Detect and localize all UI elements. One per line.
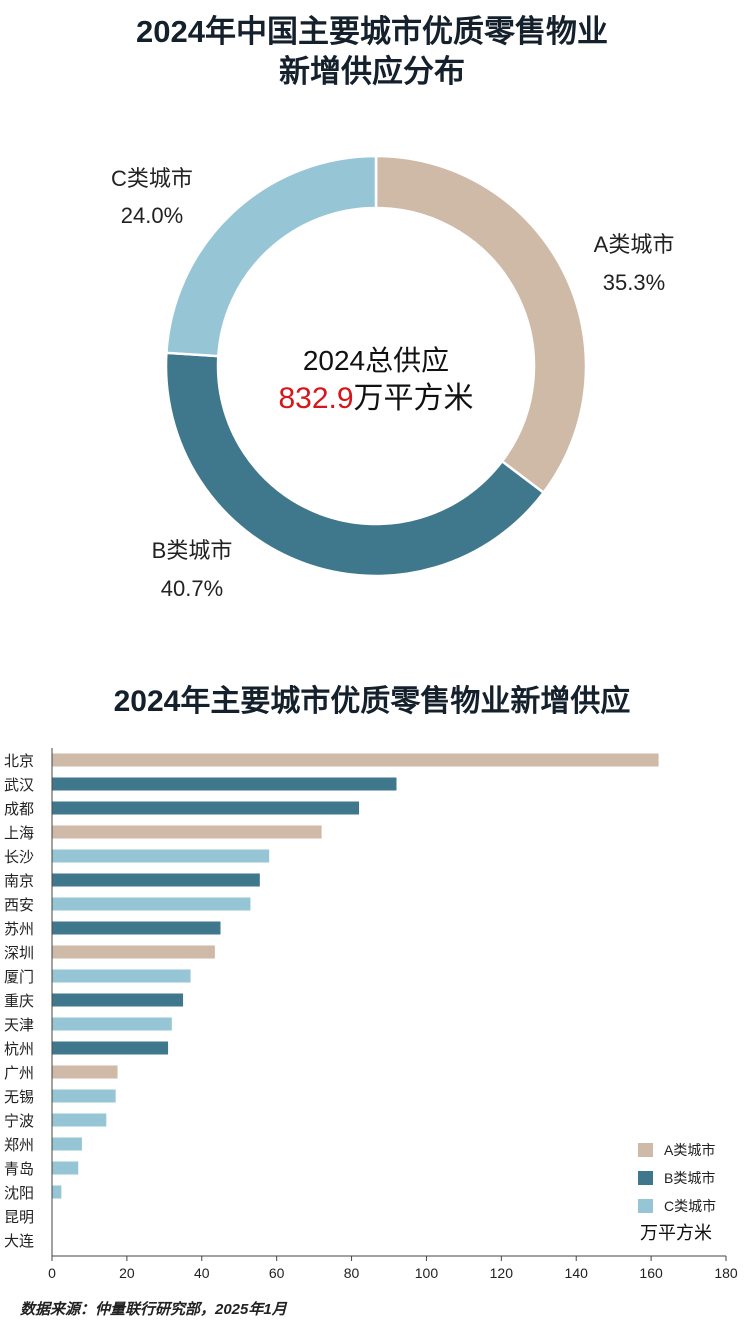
bar-沈阳	[52, 1185, 62, 1199]
bar-category-label: 广州	[4, 1065, 34, 1082]
bar-苏州	[52, 921, 221, 935]
bar-重庆	[52, 993, 184, 1007]
bar-郑州	[52, 1137, 82, 1151]
x-tick-label: 160	[639, 1265, 663, 1281]
legend-swatch	[638, 1171, 653, 1185]
x-tick-label: 40	[194, 1265, 210, 1281]
donut-label-percent: 24.0%	[121, 203, 183, 228]
bar-广州	[52, 1065, 118, 1079]
bar-category-label: 成都	[4, 801, 34, 818]
bar-category-label: 武汉	[4, 777, 34, 794]
bar-category-label: 郑州	[4, 1137, 34, 1154]
unit-label: 万平方米	[640, 1223, 712, 1243]
x-tick-label: 60	[269, 1265, 285, 1281]
donut-center-unit: 万平方米	[354, 382, 474, 415]
legend-label: C类城市	[664, 1198, 716, 1214]
donut-label-percent: 35.3%	[603, 270, 665, 295]
donut-slice-A类城市	[374, 154, 588, 495]
bar-北京	[52, 753, 659, 767]
source-note: 数据来源：仲量联行研究部，2025年1月	[20, 1301, 287, 1318]
bar-category-label: 长沙	[4, 849, 34, 866]
bar-category-label: 宁波	[4, 1113, 34, 1130]
donut-center-total: 832.9万平方米	[278, 382, 473, 415]
donut-label-name: A类城市	[594, 232, 675, 257]
bar-西安	[52, 897, 251, 911]
bar-category-label: 西安	[4, 897, 34, 914]
donut-label-name: B类城市	[152, 538, 233, 563]
bar-category-label: 重庆	[4, 993, 34, 1010]
bar-杭州	[52, 1041, 169, 1055]
legend-label: A类城市	[664, 1142, 715, 1158]
legend-swatch	[638, 1199, 653, 1213]
bar-category-label: 天津	[4, 1017, 34, 1034]
bar-category-label: 南京	[4, 873, 34, 890]
bar-category-label: 杭州	[4, 1041, 34, 1058]
bar-category-label: 厦门	[4, 969, 34, 986]
bar-category-label: 昆明	[4, 1209, 34, 1226]
x-tick-label: 0	[48, 1265, 56, 1281]
bar-青岛	[52, 1161, 79, 1175]
donut-chart: A类城市 35.3% B类城市 40.7% C类城市 24.0% 2024总供应 832.9万…	[111, 154, 675, 601]
x-tick-label: 20	[119, 1265, 135, 1281]
bar-category-label: 大连	[4, 1233, 34, 1250]
bar-category-label: 青岛	[4, 1161, 34, 1178]
bar-深圳	[52, 945, 215, 959]
donut-slice-B类城市	[164, 351, 546, 578]
bar-category-label: 深圳	[4, 945, 34, 962]
donut-slice-C类城市	[165, 154, 378, 358]
bar-宁波	[52, 1113, 107, 1127]
legend-swatch	[638, 1143, 653, 1157]
donut-center-title: 2024总供应	[303, 345, 449, 376]
bar-上海	[52, 825, 322, 839]
bar-长沙	[52, 849, 270, 863]
legend-label: B类城市	[664, 1170, 715, 1186]
x-tick-label: 140	[565, 1265, 589, 1281]
bar-category-label: 沈阳	[4, 1185, 34, 1202]
bar-chart-title: 2024年主要城市优质零售物业新增供应	[113, 685, 631, 718]
bar-category-label: 无锡	[4, 1089, 34, 1106]
bar-无锡	[52, 1089, 116, 1103]
bar-南京	[52, 873, 260, 887]
donut-label-percent: 40.7%	[161, 576, 223, 601]
bar-武汉	[52, 777, 397, 791]
x-tick-label: 80	[344, 1265, 360, 1281]
donut-label-name: C类城市	[111, 166, 193, 191]
bar-天津	[52, 1017, 172, 1031]
bar-厦门	[52, 969, 191, 983]
donut-center-value: 832.9	[278, 382, 353, 415]
bar-成都	[52, 801, 360, 815]
donut-title-line-1: 2024年中国主要城市优质零售物业	[136, 14, 608, 49]
bar-category-label: 上海	[4, 825, 34, 842]
x-tick-label: 100	[415, 1265, 439, 1281]
bar-category-label: 苏州	[4, 921, 34, 938]
x-tick-label: 180	[714, 1265, 738, 1281]
donut-title-line-2: 新增供应分布	[279, 54, 465, 89]
x-tick-label: 120	[490, 1265, 514, 1281]
bar-category-label: 北京	[4, 753, 34, 770]
donut-chart-title: 2024年中国主要城市优质零售物业 新增供应分布	[0, 12, 744, 92]
